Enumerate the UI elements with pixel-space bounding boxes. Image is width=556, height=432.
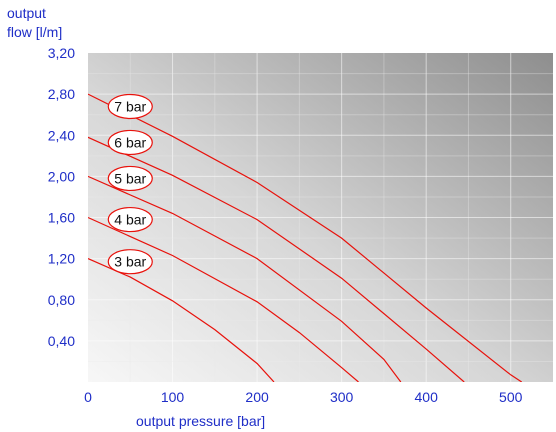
y-tick-label: 3,20 xyxy=(48,45,75,61)
curve-label-badge xyxy=(107,249,153,275)
curve-3-bar xyxy=(88,258,275,382)
y-tick-labels: 0,40 0,80 1,20 1,60 2,00 2,40 2,80 3,20 xyxy=(48,45,75,349)
x-tick-label: 200 xyxy=(245,389,269,405)
curve-label-text: 7 bar xyxy=(114,98,146,114)
x-tick-label: 300 xyxy=(330,389,354,405)
y-tick-label: 0,80 xyxy=(48,292,75,308)
y-tick-label: 2,40 xyxy=(48,127,75,143)
curve-label-badge xyxy=(107,165,153,192)
x-tick-label: 400 xyxy=(415,389,439,405)
y-axis-title-line2: flow [l/m] xyxy=(7,24,62,40)
x-tick-label: 500 xyxy=(499,389,523,405)
curve-label-text: 3 bar xyxy=(114,254,146,270)
curve-5-bar xyxy=(88,175,402,382)
curve-layer xyxy=(88,93,523,382)
grid-lines xyxy=(88,53,553,382)
curve-label-text: 5 bar xyxy=(114,170,146,186)
curve-7-bar xyxy=(88,93,523,382)
curve-6-bar xyxy=(88,136,465,382)
curve-label-text: 6 bar xyxy=(114,134,146,150)
curve-label-badge xyxy=(107,129,153,156)
curve-4-bar xyxy=(88,216,359,382)
y-tick-label: 1,60 xyxy=(48,210,75,226)
y-tick-label: 1,20 xyxy=(48,251,75,267)
curve-label-text: 4 bar xyxy=(114,212,146,228)
y-tick-label: 2,00 xyxy=(48,168,75,184)
x-tick-labels: 0 100 200 300 400 500 xyxy=(84,389,523,405)
y-tick-label: 0,40 xyxy=(48,333,75,349)
x-tick-label: 0 xyxy=(84,389,92,405)
x-axis-title: output pressure [bar] xyxy=(136,413,265,429)
curve-label-badge xyxy=(107,93,153,120)
curve-label-layer: 3 bar 4 bar 5 bar 6 bar 7 bar xyxy=(107,93,153,275)
y-axis-title-line1: output xyxy=(7,5,46,21)
curve-label-badge xyxy=(107,206,153,233)
y-tick-label: 2,80 xyxy=(48,86,75,102)
x-tick-label: 100 xyxy=(161,389,185,405)
